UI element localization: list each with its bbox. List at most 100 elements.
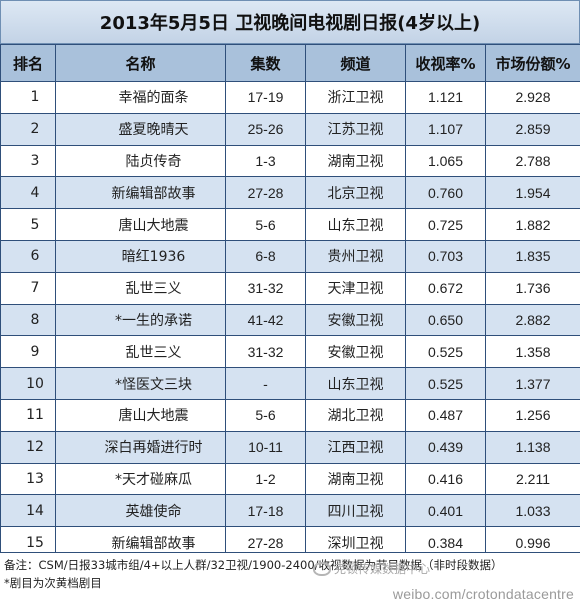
cell-rating: 0.725 xyxy=(405,208,486,241)
cell-share: 2.211 xyxy=(485,462,580,496)
table-row: 8 *一生的承诺 41-42 安徽卫视 0.650 2.882 xyxy=(0,303,580,337)
cell-channel: 山东卫视 xyxy=(305,208,406,241)
cell-channel: 浙江卫视 xyxy=(305,81,406,114)
cell-share: 1.736 xyxy=(485,271,580,305)
cell-rank: 9 xyxy=(0,335,56,369)
table-row: 3 陆贞传奇 1-3 湖南卫视 1.065 2.788 xyxy=(0,144,580,178)
cell-rating: 1.107 xyxy=(405,112,486,146)
cell-channel: 天津卫视 xyxy=(305,271,406,305)
cell-rank: 14 xyxy=(0,494,56,528)
table-row: 14 英雄使命 17-18 四川卫视 0.401 1.033 xyxy=(0,494,580,528)
cell-rating: 1.121 xyxy=(405,81,486,114)
cell-share: 1.835 xyxy=(485,239,580,273)
table-row: 5 唐山大地震 5-6 山东卫视 0.725 1.882 xyxy=(0,208,580,241)
cell-rank: 12 xyxy=(0,430,56,464)
column-header-name: 名称 xyxy=(55,44,226,82)
watermark-brand: 克顿传媒数据中心 xyxy=(312,560,430,577)
cell-rating: 0.525 xyxy=(405,367,486,400)
table-row: 9 乱世三义 31-32 安徽卫视 0.525 1.358 xyxy=(0,335,580,369)
cell-rank: 8 xyxy=(0,303,56,337)
ratings-table: 排名 名称 集数 频道 收视率% 市场份额% 1 幸福的面条 17-19 浙江卫视 1.… xyxy=(0,44,580,559)
footer-notes: 备注：CSM/日报33城市组/4+以上人群/32卫视/1900-2400/收视数… xyxy=(0,552,580,604)
watermark-brand-text: 克顿传媒数据中心 xyxy=(333,562,430,576)
cell-channel: 安徽卫视 xyxy=(305,335,406,369)
cell-channel: 安徽卫视 xyxy=(305,303,406,337)
footer-note-source: 备注：CSM/日报33城市组/4+以上人群/32卫视/1900-2400/收视数… xyxy=(4,558,503,572)
cell-rank: 1 xyxy=(0,81,56,114)
footer-note-asterisk: *剧目为次黄档剧目 xyxy=(4,576,102,590)
cell-share: 1.138 xyxy=(485,430,580,464)
cell-rank: 3 xyxy=(0,144,56,178)
cell-rank: 11 xyxy=(0,398,56,432)
cell-rank: 4 xyxy=(0,176,56,210)
cell-channel: 湖南卫视 xyxy=(305,144,406,178)
cell-rank: 6 xyxy=(0,239,56,273)
cell-share: 1.954 xyxy=(485,176,580,210)
cell-rating: 1.065 xyxy=(405,144,486,178)
cell-name: *怪医文三块 xyxy=(55,367,226,400)
cell-rating: 0.416 xyxy=(405,462,486,496)
watermark-url: weibo.com/crotondatacentre xyxy=(392,586,574,602)
cell-rating: 0.760 xyxy=(405,176,486,210)
cell-name: 幸福的面条 xyxy=(55,81,226,114)
cell-episodes: 31-32 xyxy=(225,335,306,369)
column-header-rank: 排名 xyxy=(0,44,56,82)
cell-episodes: 5-6 xyxy=(225,398,306,432)
cell-rating: 0.525 xyxy=(405,335,486,369)
cell-channel: 北京卫视 xyxy=(305,176,406,210)
cell-episodes: 41-42 xyxy=(225,303,306,337)
cell-episodes: 31-32 xyxy=(225,271,306,305)
cell-episodes: 27-28 xyxy=(225,176,306,210)
table-row: 4 新编辑部故事 27-28 北京卫视 0.760 1.954 xyxy=(0,176,580,210)
table-row: 11 唐山大地震 5-6 湖北卫视 0.487 1.256 xyxy=(0,398,580,432)
cell-share: 2.859 xyxy=(485,112,580,146)
cell-name: 乱世三义 xyxy=(55,335,226,369)
column-header-rating: 收视率% xyxy=(405,44,486,82)
cell-share: 1.377 xyxy=(485,367,580,400)
cell-share: 2.788 xyxy=(485,144,580,178)
cell-rank: 7 xyxy=(0,271,56,305)
cell-episodes: 17-18 xyxy=(225,494,306,528)
table-row: 1 幸福的面条 17-19 浙江卫视 1.121 2.928 xyxy=(0,81,580,114)
cell-episodes: 25-26 xyxy=(225,112,306,146)
cell-rating: 0.487 xyxy=(405,398,486,432)
cell-share: 1.256 xyxy=(485,398,580,432)
cell-share: 1.033 xyxy=(485,494,580,528)
table-row: 10 *怪医文三块 - 山东卫视 0.525 1.377 xyxy=(0,367,580,400)
cell-rating: 0.650 xyxy=(405,303,486,337)
cell-rating: 0.401 xyxy=(405,494,486,528)
cell-rank: 10 xyxy=(0,367,56,400)
cell-name: 盛夏晚晴天 xyxy=(55,112,226,146)
cell-episodes: 10-11 xyxy=(225,430,306,464)
cell-name: *天才碰麻瓜 xyxy=(55,462,226,496)
cell-episodes: 5-6 xyxy=(225,208,306,241)
cell-channel: 贵州卫视 xyxy=(305,239,406,273)
cell-name: 暗红1936 xyxy=(55,239,226,273)
cell-channel: 湖北卫视 xyxy=(305,398,406,432)
cell-channel: 山东卫视 xyxy=(305,367,406,400)
weibo-logo-icon xyxy=(312,561,331,576)
report-title: 2013年5月5日 卫视晚间电视剧日报(4岁以上) xyxy=(0,0,580,44)
cell-rating: 0.439 xyxy=(405,430,486,464)
cell-rank: 2 xyxy=(0,112,56,146)
cell-episodes: 1-2 xyxy=(225,462,306,496)
cell-episodes: 6-8 xyxy=(225,239,306,273)
table-row: 6 暗红1936 6-8 贵州卫视 0.703 1.835 xyxy=(0,239,580,273)
cell-rating: 0.672 xyxy=(405,271,486,305)
cell-name: *一生的承诺 xyxy=(55,303,226,337)
cell-channel: 江西卫视 xyxy=(305,430,406,464)
table-row: 13 *天才碰麻瓜 1-2 湖南卫视 0.416 2.211 xyxy=(0,462,580,496)
cell-channel: 湖南卫视 xyxy=(305,462,406,496)
table-row: 12 深白再婚进行时 10-11 江西卫视 0.439 1.138 xyxy=(0,430,580,464)
cell-channel: 四川卫视 xyxy=(305,494,406,528)
cell-rating: 0.703 xyxy=(405,239,486,273)
cell-rank: 13 xyxy=(0,462,56,496)
cell-channel: 江苏卫视 xyxy=(305,112,406,146)
cell-share: 2.882 xyxy=(485,303,580,337)
cell-name: 唐山大地震 xyxy=(55,398,226,432)
cell-rank: 5 xyxy=(0,208,56,241)
column-header-share: 市场份额% xyxy=(485,44,580,82)
cell-episodes: - xyxy=(225,367,306,400)
table-row: 2 盛夏晚晴天 25-26 江苏卫视 1.107 2.859 xyxy=(0,112,580,146)
